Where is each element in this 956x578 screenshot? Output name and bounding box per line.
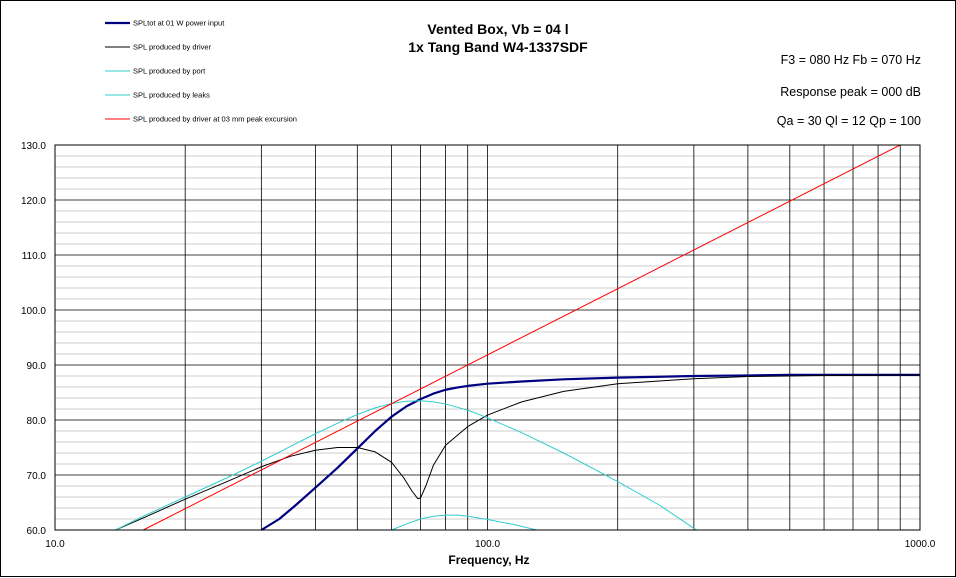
y-tick-label: 90.0 xyxy=(27,361,47,372)
series-layer xyxy=(115,144,921,531)
legend-label: SPL produced by driver at 03 mm peak exc… xyxy=(133,115,297,124)
info-q-values: Qa = 30 Ql = 12 Qp = 100 xyxy=(777,114,921,128)
series-line xyxy=(115,400,698,531)
y-tick-label: 80.0 xyxy=(27,416,47,427)
legend: SPLtot at 01 W power input SPL produced b… xyxy=(105,19,297,124)
series-line xyxy=(143,144,901,531)
y-tick-label: 100.0 xyxy=(21,306,46,317)
y-tick-label: 120.0 xyxy=(21,196,46,207)
series-line xyxy=(115,374,921,531)
x-tick-label: 100.0 xyxy=(475,539,500,550)
y-tick-label: 60.0 xyxy=(27,526,47,537)
info-f3-fb: F3 = 080 Hz Fb = 070 Hz xyxy=(781,53,921,67)
x-axis-label: Frequency, Hz xyxy=(448,553,529,567)
legend-label: SPLtot at 01 W power input xyxy=(133,19,225,28)
legend-label: SPL produced by driver xyxy=(133,43,212,52)
chart-title-line-2: 1x Tang Band W4-1337SDF xyxy=(408,39,588,55)
info-response-peak: Response peak = 000 dB xyxy=(780,85,921,99)
series-line xyxy=(260,373,920,531)
series-line xyxy=(391,514,537,531)
chart-title-line-1: Vented Box, Vb = 04 l xyxy=(427,21,568,37)
plot-border xyxy=(54,144,921,531)
x-tick-label: 1000.0 xyxy=(905,539,936,550)
legend-label: SPL produced by leaks xyxy=(133,91,210,100)
x-tick-labels: 10.0 100.0 1000.0 xyxy=(45,539,935,550)
y-tick-label: 110.0 xyxy=(22,251,47,262)
y-tick-label: 130.0 xyxy=(21,141,46,152)
y-tick-label: 70.0 xyxy=(27,471,47,482)
y-tick-labels: 60.0 70.0 80.0 90.0 100.0 110.0 120.0 130.0 xyxy=(21,141,46,537)
x-tick-label: 10.0 xyxy=(45,539,65,550)
major-grid xyxy=(55,145,920,530)
legend-label: SPL produced by port xyxy=(133,67,206,76)
